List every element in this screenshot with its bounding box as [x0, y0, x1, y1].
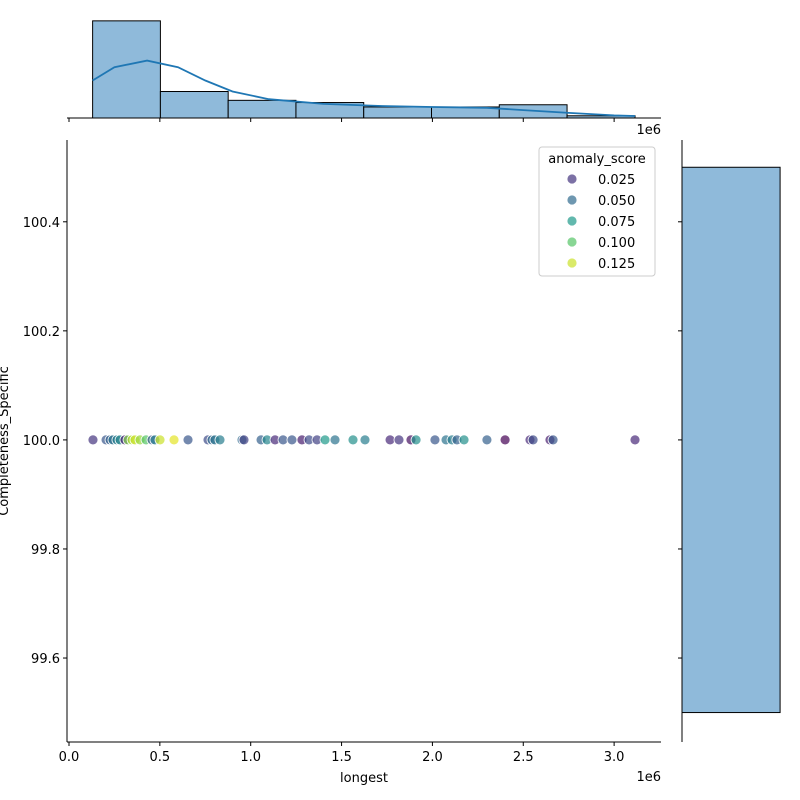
- y-tick-label: 100.2: [23, 325, 60, 340]
- scatter-point: [384, 434, 396, 446]
- top-marginal-histogram: [67, 20, 661, 122]
- legend-marker: [566, 215, 578, 227]
- scatter-point: [458, 434, 470, 446]
- legend-label: 0.050: [598, 194, 635, 209]
- legend-label: 0.125: [598, 257, 635, 272]
- scatter-point: [481, 434, 493, 446]
- kde-line: [92, 59, 636, 117]
- scatter-axes: 0.0 0.5 1.0 1.5 2.0 2.5 3.0 99.6 99.8 100.0 100.2 1…: [23, 140, 661, 765]
- scatter-point: [329, 434, 341, 446]
- scatter-point: [87, 434, 99, 446]
- histogram-bar: [227, 99, 297, 119]
- scatter-point: [527, 434, 539, 446]
- scatter-point: [499, 434, 511, 446]
- y-tick-label: 99.6: [31, 652, 60, 667]
- legend-marker: [566, 257, 578, 269]
- scatter-point: [182, 434, 194, 446]
- scatter-point: [286, 434, 298, 446]
- legend-label: 0.075: [598, 215, 635, 230]
- scatter-point: [547, 434, 559, 446]
- x-tick-label: 2.5: [513, 750, 534, 765]
- histogram-bar: [92, 20, 161, 119]
- x-offset-label: 1e6: [636, 770, 661, 785]
- scatter-point: [168, 434, 180, 446]
- legend-label: 0.100: [598, 236, 635, 251]
- x-tick-label: 3.0: [604, 750, 625, 765]
- y-tick-label: 99.8: [31, 543, 60, 558]
- scatter-point: [347, 434, 359, 446]
- scatter-point: [629, 434, 641, 446]
- y-axis-label: Completeness_Specific: [0, 366, 12, 516]
- scatter-point: [319, 434, 331, 446]
- x-tick-label: 1.5: [331, 750, 352, 765]
- y-tick-label: 100.4: [23, 216, 60, 231]
- legend-label: 0.025: [598, 173, 635, 188]
- scatter-point: [410, 434, 422, 446]
- histogram-bar: [363, 106, 433, 119]
- scatter-point: [429, 434, 441, 446]
- histogram-bar: [159, 91, 229, 119]
- x-tick-label: 2.0: [422, 750, 443, 765]
- x-tick-label: 0.5: [150, 750, 171, 765]
- scatter-point: [214, 434, 226, 446]
- x-tick-label: 1.0: [240, 750, 261, 765]
- top-offset-label: 1e6: [636, 123, 661, 138]
- x-axis-label: longest: [340, 771, 388, 786]
- scatter-point: [238, 434, 250, 446]
- y-tick-label: 100.0: [23, 434, 60, 449]
- scatter-point: [277, 434, 289, 446]
- legend-marker: [566, 194, 578, 206]
- histogram-bar: [681, 166, 781, 714]
- scatter-point: [359, 434, 371, 446]
- legend: anomaly_score 0.025 0.050 0.075 0.100 0.125: [538, 146, 656, 277]
- x-tick-label: 0.0: [59, 750, 80, 765]
- legend-marker: [566, 236, 578, 248]
- scatter-point: [154, 434, 166, 446]
- legend-title: anomaly_score: [548, 152, 646, 167]
- right-marginal-histogram: [678, 140, 781, 742]
- legend-marker: [566, 173, 578, 185]
- scatter-point: [393, 434, 405, 446]
